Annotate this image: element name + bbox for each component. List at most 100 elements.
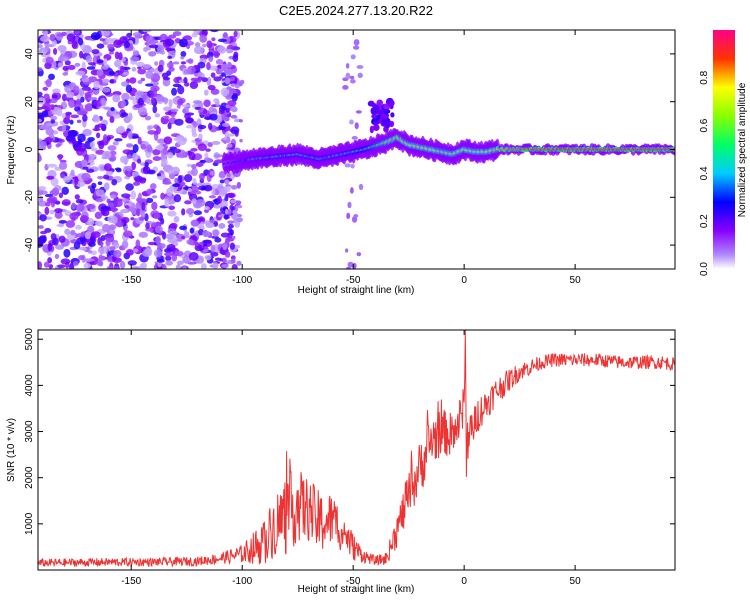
spectrogram-noise-cell: [176, 238, 183, 242]
spectrogram-noise-cell: [209, 219, 216, 223]
spectrogram-noise-cell: [149, 183, 157, 190]
spectrogram-noise-cell: [85, 55, 93, 63]
spectrogram-noise-cell: [76, 237, 86, 245]
y-tick-label: 20: [24, 96, 35, 108]
spectrogram-noise-cell: [168, 99, 173, 108]
spectrogram-noise-cell: [355, 110, 362, 114]
spectrogram-noise-cell: [102, 209, 110, 217]
spectrogram-noise-cell: [125, 165, 132, 172]
spectrogram-noise-cell: [168, 66, 175, 72]
spectrogram-noise-cell: [155, 125, 161, 135]
spectrogram-noise-cell: [223, 116, 230, 122]
spectrogram-noise-cell: [69, 212, 79, 221]
spectrogram-noise-cell: [94, 211, 103, 220]
spectrogram-noise-cell: [38, 261, 43, 269]
spectrogram-noise-cell: [350, 163, 355, 169]
spectrogram-noise-cell: [195, 199, 206, 207]
spectrogram-noise-cell: [204, 206, 210, 211]
spectrogram-noise-cell: [204, 255, 212, 261]
spectrogram-noise-cell: [44, 44, 49, 53]
spectrogram-noise-cell: [239, 138, 243, 143]
spectrogram-noise-cell: [130, 190, 137, 200]
colorbar-tick-label: 0.0: [699, 262, 710, 276]
spectrogram-noise-cell: [74, 105, 81, 112]
spectrogram-noise-cell: [226, 173, 231, 178]
spectrogram-noise-cell: [124, 205, 129, 209]
spectrogram-noise-cell: [174, 250, 184, 257]
spectrogram-noise-cell: [44, 193, 54, 198]
spectrogram-noise-cell: [74, 30, 81, 35]
spectrogram-noise-cell: [100, 97, 106, 106]
spectrogram-noise-cell: [78, 142, 87, 152]
spectrogram-noise-cell: [56, 223, 65, 227]
spectrogram-noise-cell: [38, 106, 44, 111]
spectrogram-noise-cell: [226, 136, 231, 143]
spectrogram-noise-cell: [349, 119, 354, 125]
spectrogram-noise-cell: [74, 194, 80, 200]
spectrogram-noise-cell: [137, 136, 142, 145]
spectrogram-noise-cell: [109, 246, 116, 251]
spectrogram-noise-cell: [175, 264, 181, 269]
spectrogram-noise-cell: [189, 81, 199, 90]
spectrogram-noise-cell: [162, 76, 171, 81]
spectrogram-noise-cell: [165, 260, 173, 266]
spectrogram-noise-cell: [155, 235, 162, 245]
colorbar-tick-label: 0.6: [699, 118, 710, 132]
spectrogram-noise-cell: [160, 158, 168, 166]
spectrogram-noise-cell: [110, 206, 117, 213]
spectrogram-noise-cell: [357, 72, 363, 79]
spectrogram-noise-cell: [61, 93, 67, 102]
spectrogram-noise-cell: [222, 243, 228, 251]
spectrogram-noise-cell: [142, 94, 148, 102]
spectrogram-noise-cell: [57, 62, 63, 68]
spectrogram-noise-cell: [131, 161, 136, 171]
colorbar: 0.0 0.2 0.4 0.6 0.8 Normalized spectral ampl…: [699, 30, 748, 276]
spectrogram-noise-cell: [81, 75, 89, 79]
spectrogram-noise-cell: [166, 243, 176, 251]
spectrogram-noise-cell: [124, 40, 130, 49]
spectrogram-noise-cell: [91, 182, 97, 189]
spectrogram-noise-cell: [71, 138, 77, 145]
spectrogram-noise-cell: [232, 54, 239, 63]
spectrogram-noise-cell: [187, 58, 194, 64]
x-tick-label: 50: [570, 275, 582, 286]
spectrogram-noise-cell: [119, 155, 129, 164]
spectrogram-noise-cell: [218, 223, 226, 229]
spectrogram-noise-cell: [230, 114, 238, 119]
spectrogram-noise-cell: [345, 72, 351, 79]
spectrogram-noise-cell: [210, 251, 219, 257]
spectrogram-noise-cell: [213, 76, 222, 82]
spectrogram-noise-cell: [87, 136, 95, 142]
spectrogram-noise-cell: [111, 178, 118, 186]
spectrogram-noise-cell: [112, 257, 122, 263]
x-tick-label: -150: [121, 275, 141, 286]
spectrogram-noise-cell: [38, 153, 42, 162]
spectrogram-noise-cell: [130, 217, 135, 221]
spectrogram-noise-cell: [50, 177, 59, 187]
spectrogram-noise-cell: [173, 194, 182, 203]
spectrogram-noise-cell: [129, 56, 140, 62]
spectrogram-noise-cell: [160, 149, 168, 156]
spectrogram-noise-cell: [183, 231, 190, 238]
spectrogram-noise-cell: [203, 109, 208, 114]
spectrogram-noise-cell: [64, 228, 71, 235]
spectrogram-noise-cell: [144, 115, 152, 121]
spectrogram-noise-cell: [384, 120, 391, 129]
spectrogram-noise-cell: [132, 98, 138, 106]
spectrogram-noise-cell: [356, 65, 364, 70]
spectrogram-noise-cell: [236, 181, 242, 189]
spectrogram-noise-cell: [126, 154, 132, 160]
spectrogram-noise-cell: [38, 140, 44, 148]
spectrogram-noise-cell: [227, 61, 232, 69]
spectrogram-noise-cell: [103, 163, 112, 172]
spectrogram-noise-cell: [230, 258, 236, 264]
spectrogram-noise-cell: [192, 100, 203, 104]
spectrogram-noise-cell: [157, 64, 164, 73]
spectrogram-noise-cell: [174, 177, 179, 184]
spectrogram-noise-cell: [71, 40, 78, 49]
spectrogram-noise-cell: [131, 135, 140, 139]
spectrogram-noise-cell: [39, 35, 50, 42]
spectrogram-noise-cell: [93, 100, 103, 107]
spectrogram-noise-cell: [56, 108, 63, 117]
spectrogram-noise-cell: [114, 138, 123, 142]
